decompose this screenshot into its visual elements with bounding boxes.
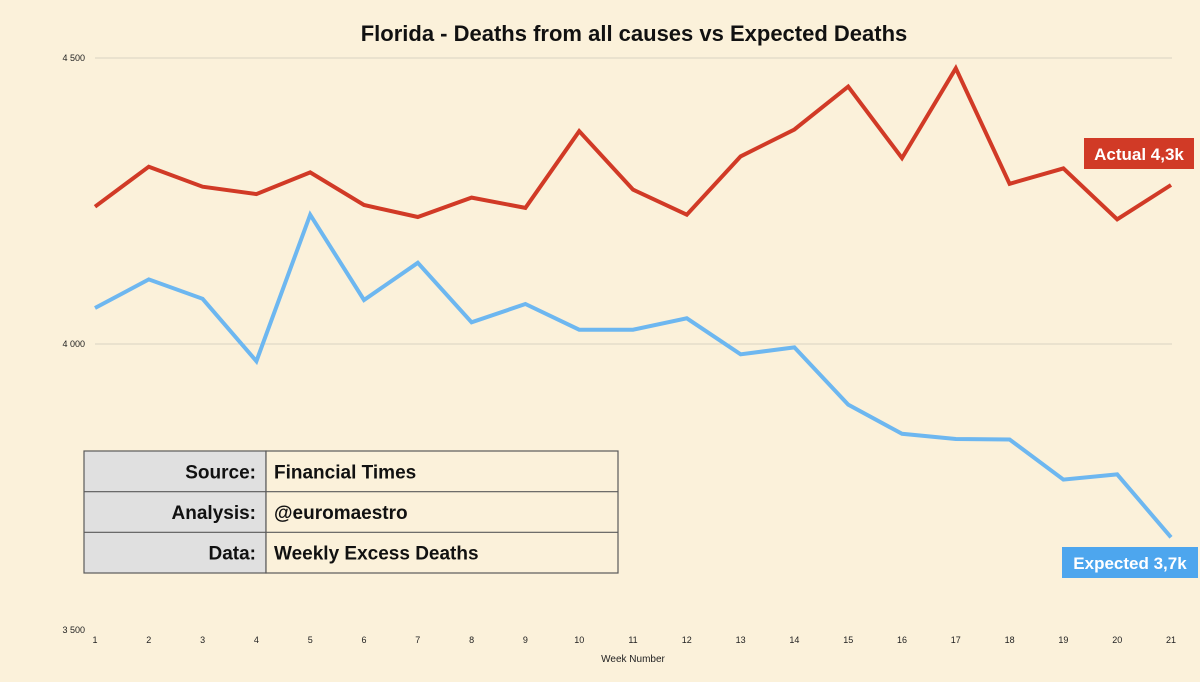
x-tick-label: 11 xyxy=(628,635,637,645)
x-tick-label: 15 xyxy=(843,635,853,645)
info-data-label: Data: xyxy=(208,544,256,565)
y-tick-label: 4 000 xyxy=(62,339,85,349)
info-data-value: Weekly Excess Deaths xyxy=(274,544,479,565)
info-table-value-column xyxy=(265,450,619,574)
actual-callout-box xyxy=(1084,138,1194,169)
x-tick-label: 4 xyxy=(254,635,259,645)
x-tick-label: 16 xyxy=(897,635,907,645)
x-tick-label: 1 xyxy=(92,635,97,645)
x-tick-label: 2 xyxy=(146,635,151,645)
info-analysis-value: @euromaestro xyxy=(274,503,408,524)
grid-layer xyxy=(95,57,1172,345)
x-tick-label: 10 xyxy=(574,635,584,645)
x-tick-label: 21 xyxy=(1166,635,1176,645)
info-source-value: Financial Times xyxy=(274,463,416,484)
x-axis-label: Week Number xyxy=(601,654,665,665)
y-axis: 3 500 4 000 4 500 xyxy=(62,53,85,635)
actual-callout-label: Actual 4,3k xyxy=(1094,145,1184,164)
series-layer xyxy=(93,64,1173,539)
x-axis: 1 2 3 4 5 6 7 8 9 10 11 12 13 14 15 16 17 18 19 20 21 xyxy=(92,635,1176,645)
expected-callout-box xyxy=(1062,547,1198,578)
info-table-label-column xyxy=(83,450,267,574)
x-tick-label: 7 xyxy=(415,635,420,645)
x-tick-label: 17 xyxy=(951,635,961,645)
expected-callout-label: Expected 3,7k xyxy=(1073,554,1187,573)
x-tick-label: 5 xyxy=(308,635,313,645)
x-tick-label: 12 xyxy=(682,635,692,645)
x-tick-label: 14 xyxy=(789,635,799,645)
x-tick-label: 8 xyxy=(469,635,474,645)
y-tick-label: 4 500 xyxy=(62,53,85,63)
x-tick-label: 19 xyxy=(1058,635,1068,645)
actual-series-line xyxy=(93,64,1173,222)
y-tick-label: 3 500 xyxy=(62,625,85,635)
x-tick-label: 20 xyxy=(1112,635,1122,645)
x-tick-label: 9 xyxy=(523,635,528,645)
chart-title: Florida - Deaths from all causes vs Expe… xyxy=(361,21,908,46)
info-source-label: Source: xyxy=(185,463,256,484)
info-table: Source: Financial Times Analysis: @eurom… xyxy=(83,450,619,574)
x-tick-label: 18 xyxy=(1005,635,1015,645)
x-tick-label: 3 xyxy=(200,635,205,645)
x-tick-label: 6 xyxy=(361,635,366,645)
info-analysis-label: Analysis: xyxy=(172,503,256,524)
expected-series-line xyxy=(94,210,1173,539)
expected-callout: Expected 3,7k xyxy=(1062,547,1198,578)
x-tick-label: 13 xyxy=(736,635,746,645)
actual-callout: Actual 4,3k xyxy=(1084,138,1194,169)
